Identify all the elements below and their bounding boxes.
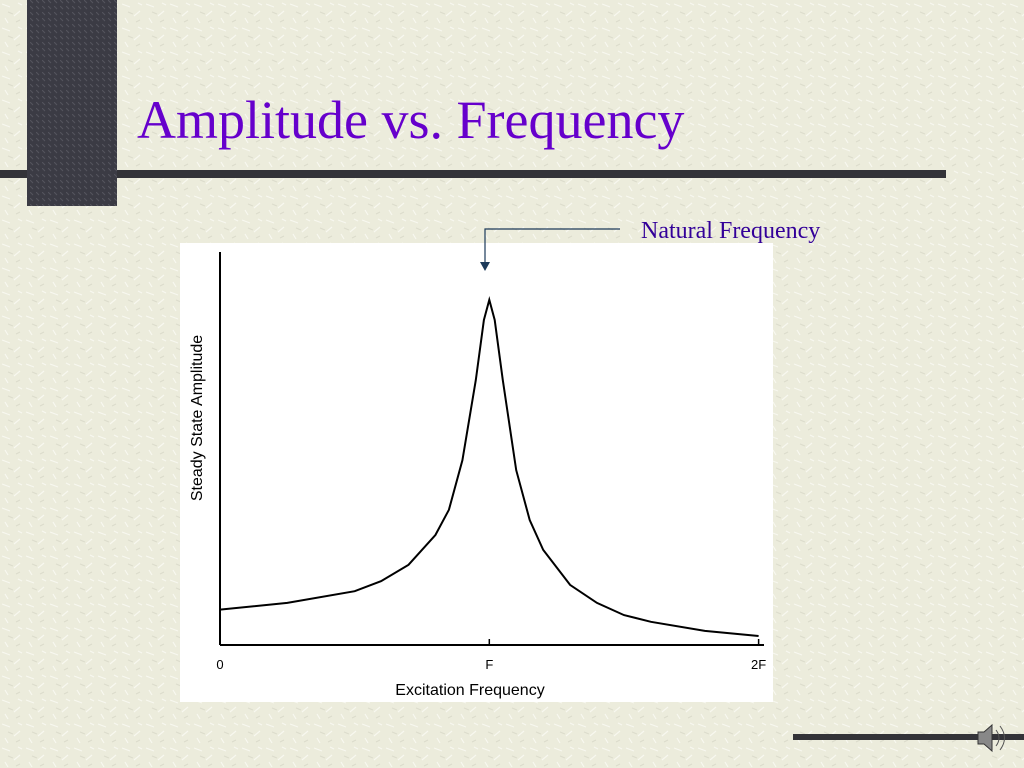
arrow-head <box>480 262 490 271</box>
slide-title: Amplitude vs. Frequency <box>137 90 684 150</box>
title-rule <box>0 170 946 178</box>
corner-block <box>27 0 117 206</box>
response-curve <box>219 296 759 637</box>
chart-panel <box>180 243 773 702</box>
plot: 0 F 2F <box>216 252 766 672</box>
x-tick-label: F <box>485 657 493 672</box>
x-axis-title: Excitation Frequency <box>395 682 544 699</box>
x-tick-label: 0 <box>216 657 223 672</box>
y-axis-title: Steady State Amplitude <box>189 335 206 501</box>
x-tick-label: 2F <box>751 657 766 672</box>
annotation-arrow <box>484 228 620 266</box>
annotation: Natural Frequency <box>641 218 820 244</box>
speaker-icon <box>977 723 1005 753</box>
footer-rule <box>793 734 1024 740</box>
